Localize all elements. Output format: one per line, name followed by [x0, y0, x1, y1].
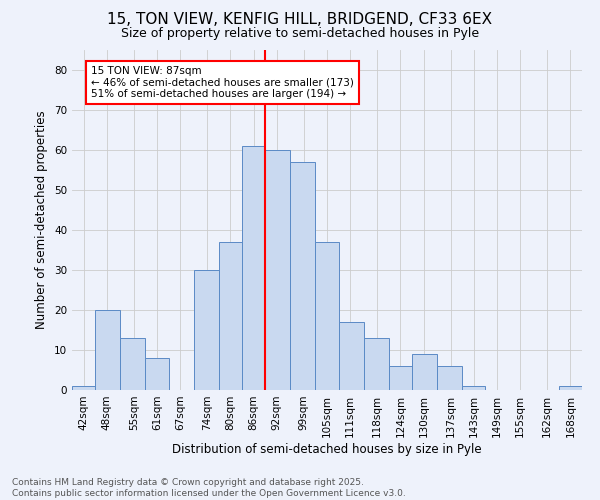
Bar [338, 322, 364, 390]
Bar [559, 386, 582, 390]
X-axis label: Distribution of semi-detached houses by size in Pyle: Distribution of semi-detached houses by … [172, 442, 482, 456]
Bar [412, 354, 437, 390]
Bar [72, 386, 95, 390]
Text: Size of property relative to semi-detached houses in Pyle: Size of property relative to semi-detach… [121, 28, 479, 40]
Bar [290, 162, 316, 390]
Bar [437, 366, 462, 390]
Bar [145, 358, 169, 390]
Bar [265, 150, 290, 390]
Text: 15 TON VIEW: 87sqm
← 46% of semi-detached houses are smaller (173)
51% of semi-d: 15 TON VIEW: 87sqm ← 46% of semi-detache… [91, 66, 354, 99]
Bar [364, 338, 389, 390]
Bar [120, 338, 145, 390]
Bar [242, 146, 265, 390]
Bar [194, 270, 219, 390]
Y-axis label: Number of semi-detached properties: Number of semi-detached properties [35, 110, 49, 330]
Bar [95, 310, 120, 390]
Bar [316, 242, 338, 390]
Bar [462, 386, 485, 390]
Text: Contains HM Land Registry data © Crown copyright and database right 2025.
Contai: Contains HM Land Registry data © Crown c… [12, 478, 406, 498]
Bar [389, 366, 412, 390]
Bar [219, 242, 242, 390]
Text: 15, TON VIEW, KENFIG HILL, BRIDGEND, CF33 6EX: 15, TON VIEW, KENFIG HILL, BRIDGEND, CF3… [107, 12, 493, 28]
